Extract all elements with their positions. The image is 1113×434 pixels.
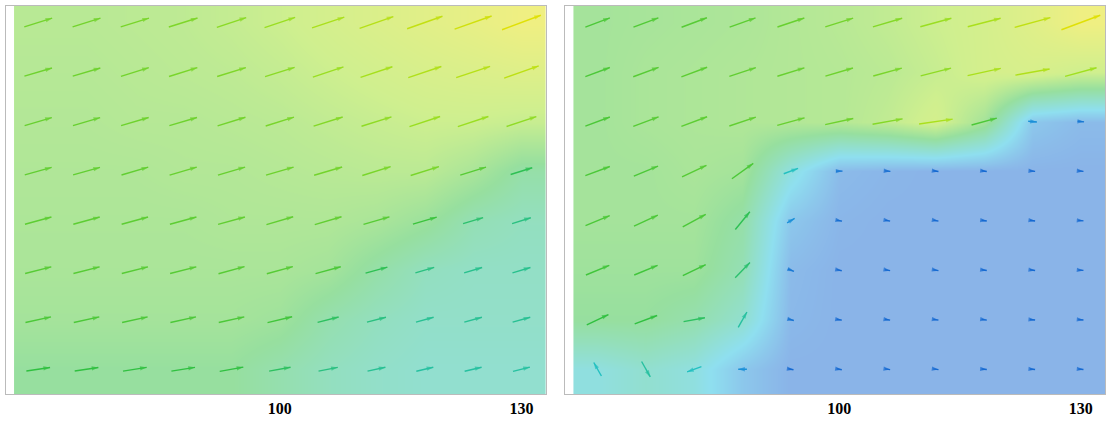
- svg-text:100: 100: [268, 400, 292, 417]
- svg-text:130: 130: [1069, 400, 1093, 417]
- svg-text:130: 130: [509, 400, 533, 417]
- svg-text:100: 100: [827, 400, 851, 417]
